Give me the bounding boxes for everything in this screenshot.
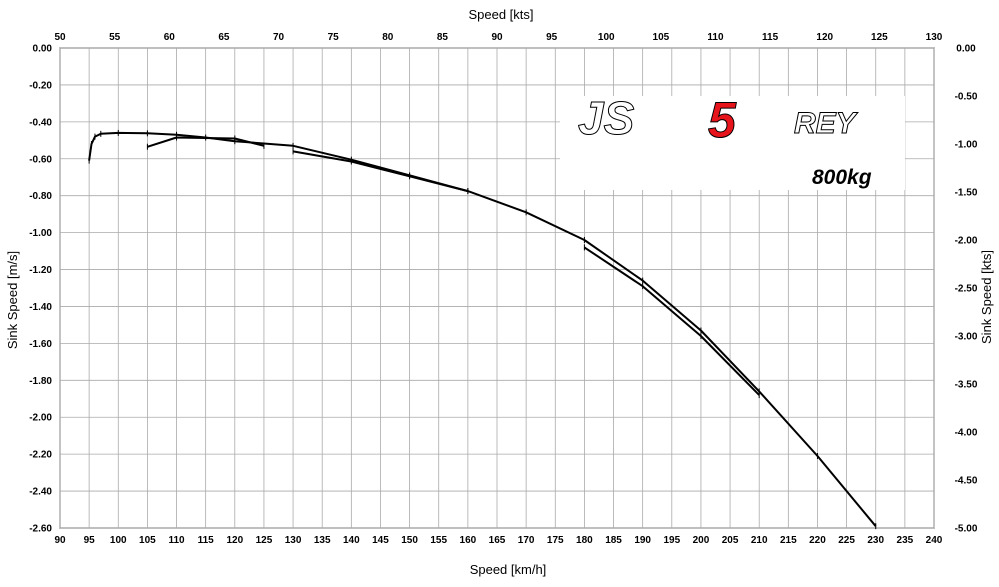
x-tick-label: 220 <box>809 535 826 546</box>
x-tick-label: 205 <box>722 535 739 546</box>
y-tick-label: -1.20 <box>29 265 52 276</box>
x-top-tick-label: 65 <box>218 32 230 43</box>
x-tick-label: 210 <box>751 535 768 546</box>
x-axis-title-top: Speed [kts] <box>468 7 533 22</box>
y-right-tick-label: -2.00 <box>955 236 978 247</box>
x-tick-label: 120 <box>226 535 243 546</box>
y-tick-label: 0.00 <box>33 44 53 55</box>
y-axis-title-left: Sink Speed [m/s] <box>5 251 20 349</box>
x-top-tick-label: 80 <box>382 32 394 43</box>
x-top-tick-label: 75 <box>328 32 340 43</box>
x-tick-label: 215 <box>780 535 797 546</box>
x-tick-label: 160 <box>460 535 477 546</box>
x-tick-label: 155 <box>430 535 447 546</box>
x-tick-label: 95 <box>84 535 96 546</box>
x-top-tick-label: 90 <box>491 32 503 43</box>
x-tick-label: 225 <box>838 535 855 546</box>
y-tick-label: -2.00 <box>29 413 52 424</box>
y-axis-title-right: Sink Speed [kts] <box>979 250 994 344</box>
x-tick-label: 115 <box>198 535 215 546</box>
x-tick-label: 170 <box>518 535 535 546</box>
x-tick-label: 90 <box>54 535 66 546</box>
weight-label: 800kg <box>812 166 872 189</box>
y-tick-label: -0.60 <box>29 154 52 165</box>
x-tick-label: 180 <box>576 535 593 546</box>
x-top-tick-label: 120 <box>816 32 833 43</box>
logo-background <box>560 96 905 190</box>
x-top-tick-label: 70 <box>273 32 285 43</box>
y-right-tick-label: -0.50 <box>955 92 978 103</box>
x-tick-label: 140 <box>343 535 360 546</box>
x-axis-title-bottom: Speed [km/h] <box>470 562 547 577</box>
y-right-tick-label: -3.50 <box>955 380 978 391</box>
x-top-tick-label: 60 <box>164 32 176 43</box>
y-tick-label: -2.60 <box>29 524 52 535</box>
x-top-tick-label: 105 <box>653 32 670 43</box>
x-tick-label: 135 <box>314 535 331 546</box>
x-tick-label: 150 <box>401 535 418 546</box>
series-line-4 <box>583 246 760 396</box>
x-top-tick-label: 115 <box>762 32 779 43</box>
y-right-tick-label: -4.50 <box>955 476 978 487</box>
y-tick-label: -0.80 <box>29 191 52 202</box>
series-line-1 <box>88 131 877 527</box>
x-top-tick-label: 55 <box>109 32 121 43</box>
x-tick-label: 240 <box>926 535 943 546</box>
y-tick-label: -0.40 <box>29 117 52 128</box>
x-tick-label: 235 <box>897 535 914 546</box>
x-tick-label: 185 <box>605 535 622 546</box>
y-tick-label: -0.20 <box>29 80 52 91</box>
y-tick-label: -1.00 <box>29 228 52 239</box>
logo-js-text: JS <box>578 92 635 144</box>
y-right-tick-label: -1.50 <box>955 188 978 199</box>
x-top-tick-label: 125 <box>871 32 888 43</box>
y-tick-label: -2.20 <box>29 450 52 461</box>
x-tick-label: 105 <box>139 535 156 546</box>
x-tick-label: 200 <box>693 535 710 546</box>
y-right-tick-label: -3.00 <box>955 332 978 343</box>
series-line-2 <box>147 136 265 148</box>
x-tick-label: 175 <box>547 535 564 546</box>
x-tick-label: 230 <box>867 535 884 546</box>
x-top-tick-label: 95 <box>546 32 558 43</box>
logo-rey-text: REY <box>794 107 859 140</box>
y-tick-label: -1.60 <box>29 339 52 350</box>
series-line-3 <box>292 150 469 193</box>
x-tick-label: 145 <box>372 535 389 546</box>
x-top-tick-label: 85 <box>437 32 449 43</box>
x-tick-label: 110 <box>168 535 185 546</box>
y-right-tick-label: 0.00 <box>956 44 976 55</box>
x-top-tick-label: 130 <box>926 32 943 43</box>
y-tick-label: -2.40 <box>29 487 52 498</box>
y-tick-label: -1.40 <box>29 302 52 313</box>
x-top-tick-label: 110 <box>707 32 724 43</box>
x-tick-label: 165 <box>489 535 506 546</box>
logo-5-text: 5 <box>708 92 737 148</box>
y-right-tick-label: -2.50 <box>955 284 978 295</box>
series-layer <box>88 129 877 530</box>
y-right-tick-label: -5.00 <box>955 524 978 535</box>
y-right-tick-label: -1.00 <box>955 140 978 151</box>
x-top-tick-label: 50 <box>54 32 66 43</box>
x-tick-label: 125 <box>256 535 273 546</box>
y-right-tick-label: -4.00 <box>955 428 978 439</box>
js5-logo: JS 5 REY <box>578 92 860 149</box>
x-tick-label: 190 <box>634 535 651 546</box>
x-tick-label: 130 <box>285 535 302 546</box>
x-top-tick-label: 100 <box>598 32 615 43</box>
x-tick-label: 195 <box>663 535 680 546</box>
x-tick-label: 100 <box>110 535 127 546</box>
tick-labels: 90 95 100 105 110 115 120 125 130 135 140 145 150 155… <box>29 32 978 546</box>
grid-lines <box>59 47 935 529</box>
y-tick-label: -1.80 <box>29 376 52 387</box>
